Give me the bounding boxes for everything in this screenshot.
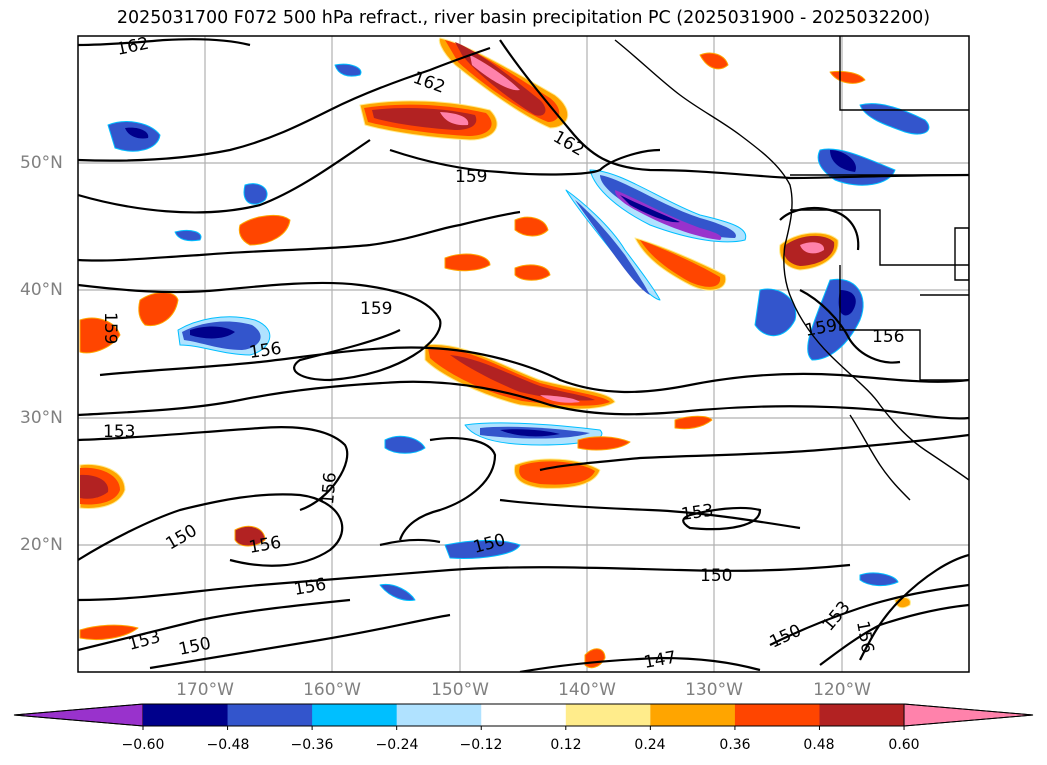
colorbar-tick: −0.12 bbox=[459, 737, 503, 753]
map-frame bbox=[77, 35, 970, 673]
colorbar-tick: −0.48 bbox=[206, 737, 250, 753]
contour-label: 156 bbox=[318, 471, 341, 505]
contour-label: 153 bbox=[103, 422, 135, 442]
contour-label: 156 bbox=[248, 339, 283, 363]
colorbar-extend-min bbox=[13, 703, 144, 727]
colorbar-cell bbox=[143, 704, 229, 726]
colorbar-cell bbox=[819, 704, 905, 726]
colorbar-cell bbox=[565, 704, 651, 726]
colorbar-tick: 0.36 bbox=[719, 737, 751, 753]
colorbar-cell bbox=[312, 704, 398, 726]
lat-label-40n: 40°N bbox=[20, 280, 63, 300]
colorbar-cell bbox=[481, 704, 567, 726]
chart-title: 2025031700 F072 500 hPa refract., river … bbox=[116, 8, 931, 28]
colorbar-cell bbox=[650, 704, 736, 726]
contour-label: 159 bbox=[100, 312, 120, 344]
refractivity-contours bbox=[78, 38, 969, 672]
lat-label-20n: 20°N bbox=[20, 535, 63, 555]
colorbar-cell bbox=[734, 704, 820, 726]
colorbar-extend-max bbox=[903, 703, 1034, 727]
lon-label-160w: 160°W bbox=[303, 680, 361, 700]
colorbar-cell bbox=[227, 704, 313, 726]
lon-label-140w: 140°W bbox=[558, 680, 616, 700]
coastlines bbox=[614, 36, 969, 501]
lat-label-30n: 30°N bbox=[20, 408, 63, 428]
colorbar-tick: 0.24 bbox=[634, 737, 666, 753]
precip-shading bbox=[79, 37, 930, 669]
colorbar-cells bbox=[13, 703, 1034, 730]
contour-label: 159 bbox=[455, 167, 487, 187]
lat-label-50n: 50°N bbox=[20, 153, 63, 173]
colorbar-tick: 0.60 bbox=[888, 737, 920, 753]
contour-label: 150 bbox=[700, 566, 732, 586]
colorbar-tick: −0.60 bbox=[121, 737, 165, 753]
lon-label-130w: 130°W bbox=[685, 680, 743, 700]
contour-label: 153 bbox=[680, 501, 715, 525]
colorbar-tick: 0.48 bbox=[803, 737, 835, 753]
contour-label: 159 bbox=[360, 299, 392, 319]
colorbar-tick: −0.36 bbox=[290, 737, 334, 753]
colorbar-tick: 0.12 bbox=[550, 737, 582, 753]
lon-label-170w: 170°W bbox=[176, 680, 234, 700]
colorbar-cell bbox=[396, 704, 482, 726]
lon-label-120w: 120°W bbox=[813, 680, 871, 700]
contour-label: 156 bbox=[872, 327, 904, 347]
colorbar-tick: −0.24 bbox=[375, 737, 419, 753]
lon-label-150w: 150°W bbox=[431, 680, 489, 700]
